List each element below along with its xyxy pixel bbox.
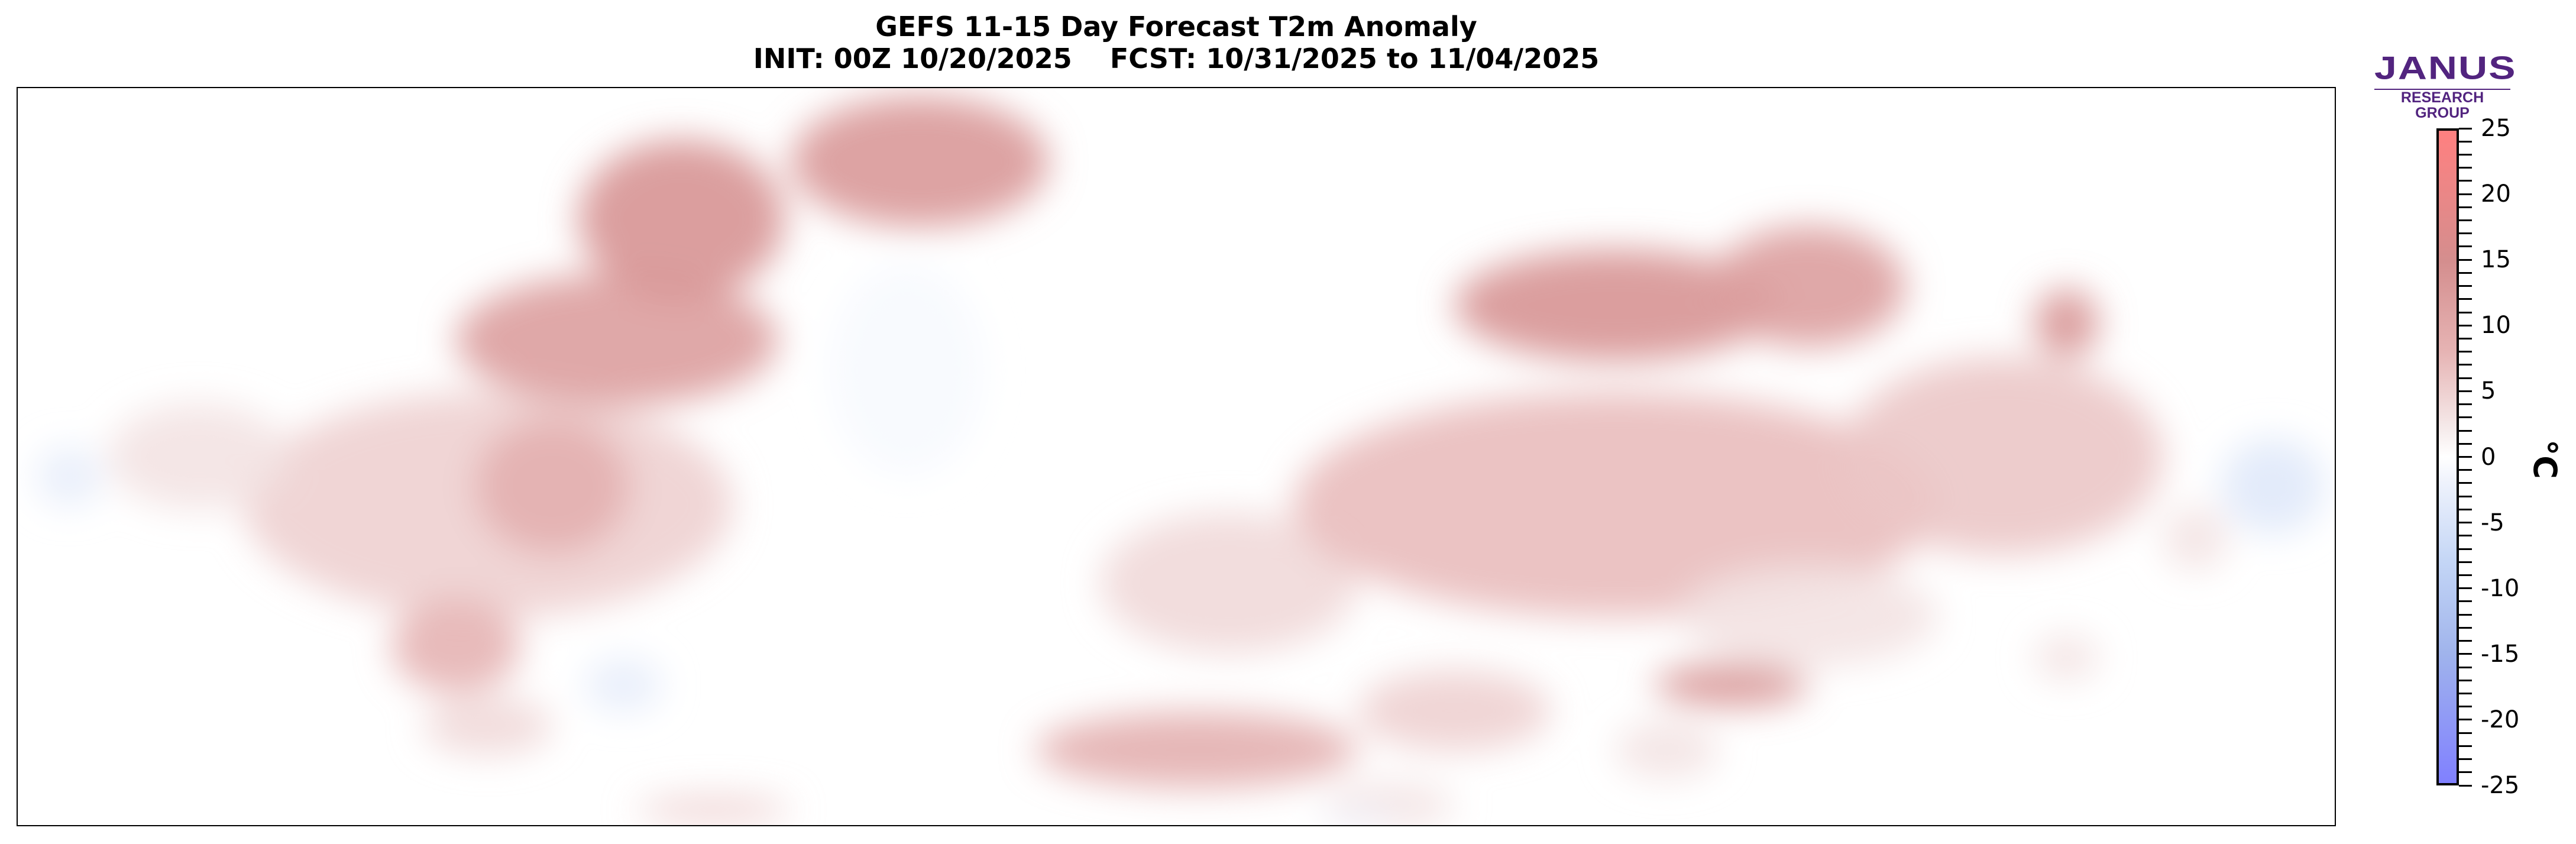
colorbar-tick-label: 25 <box>2481 115 2511 142</box>
colorbar-tick-label: -25 <box>2481 772 2520 799</box>
colorbar-tick <box>2459 219 2472 222</box>
colorbar-tick <box>2459 666 2472 668</box>
colorbar-tick <box>2459 140 2472 143</box>
colorbar-tick <box>2459 482 2472 484</box>
anomaly-region <box>1035 712 1358 788</box>
anomaly-region <box>829 264 985 477</box>
anomaly-region <box>1679 565 1938 667</box>
colorbar-unit-label: °C <box>2526 439 2564 479</box>
colorbar-tick <box>2459 193 2472 195</box>
colorbar-tick <box>2459 626 2472 629</box>
anomaly-region <box>1293 392 1938 618</box>
colorbar-tick <box>2459 613 2472 616</box>
chart-title: GEFS 11-15 Day Forecast T2m Anomaly <box>875 11 1477 43</box>
logo-tagline: RESEARCH GROUP <box>2374 89 2510 121</box>
colorbar-tick <box>2459 561 2472 563</box>
colorbar-tick <box>2459 245 2472 248</box>
colorbar-tick <box>2459 640 2472 642</box>
colorbar-tick <box>2459 153 2472 156</box>
colorbar <box>2436 128 2459 785</box>
colorbar-tick <box>2459 298 2472 300</box>
colorbar-tick <box>2459 442 2472 445</box>
anomaly-region <box>2163 506 2228 571</box>
colorbar-tick <box>2459 758 2472 761</box>
colorbar-ticks <box>2459 127 2477 787</box>
colorbar-tick <box>2459 206 2472 208</box>
colorbar-tick <box>2459 456 2472 458</box>
colorbar-tick-label: -5 <box>2481 509 2504 536</box>
colorbar-tick <box>2459 732 2472 734</box>
anomaly-region <box>475 418 630 554</box>
anomaly-region <box>1454 249 1777 362</box>
janus-logo: JANUS RESEARCH GROUP <box>2374 47 2517 121</box>
colorbar-tick <box>2459 600 2472 603</box>
anomaly-region <box>1712 225 1906 347</box>
colorbar-tick <box>2459 324 2472 326</box>
colorbar-tick <box>2459 416 2472 419</box>
colorbar-tick <box>2459 167 2472 169</box>
anomaly-region <box>1841 357 2163 556</box>
colorbar-tick <box>2459 351 2472 353</box>
anomaly-region <box>37 447 102 506</box>
anomaly-region <box>1358 670 1551 752</box>
colorbar-tick <box>2459 535 2472 537</box>
anomaly-region <box>423 696 553 756</box>
colorbar-tick-label: 0 <box>2481 443 2496 471</box>
anomaly-region <box>455 274 778 406</box>
anomaly-field <box>37 96 2325 825</box>
colorbar-tick-label: -15 <box>2481 640 2520 668</box>
colorbar-tick <box>2459 653 2472 655</box>
colorbar-tick <box>2459 232 2472 235</box>
colorbar-tick <box>2459 522 2472 524</box>
anomaly-region <box>791 96 1049 228</box>
chart-subtitle: INIT: 00Z 10/20/2025 FCST: 10/31/2025 to… <box>753 43 1600 75</box>
colorbar-tick <box>2459 180 2472 182</box>
colorbar-tick <box>2459 364 2472 366</box>
colorbar-tick <box>2459 390 2472 392</box>
colorbar-tick <box>2459 692 2472 694</box>
anomaly-region <box>1319 809 1397 825</box>
colorbar-tick <box>2459 403 2472 406</box>
colorbar-tick-label: 20 <box>2481 180 2511 208</box>
anomaly-region <box>1100 512 1358 654</box>
anomaly-region <box>2034 288 2099 358</box>
colorbar-tick <box>2459 587 2472 590</box>
colorbar-tick <box>2459 574 2472 576</box>
anomaly-region <box>584 658 662 712</box>
colorbar-tick <box>2459 771 2472 774</box>
anomaly-region <box>391 599 520 693</box>
colorbar-tick <box>2459 706 2472 708</box>
anomaly-region <box>1615 721 1719 779</box>
colorbar-tick <box>2459 719 2472 721</box>
anomaly-region <box>2221 438 2325 535</box>
colorbar-tick-label: 5 <box>2481 377 2496 405</box>
colorbar-tick <box>2459 311 2472 313</box>
colorbar-tick <box>2459 745 2472 747</box>
colorbar-tick-label: 10 <box>2481 312 2511 339</box>
colorbar-tick <box>2459 508 2472 510</box>
colorbar-tick <box>2459 429 2472 432</box>
colorbar-tick <box>2459 127 2472 130</box>
colorbar-tick <box>2459 469 2472 471</box>
anomaly-map <box>17 87 2336 826</box>
anomaly-region <box>636 796 791 823</box>
colorbar-tick <box>2459 285 2472 287</box>
anomaly-region <box>108 403 289 510</box>
colorbar-tick <box>2459 271 2472 274</box>
colorbar-tick-label: 15 <box>2481 246 2511 274</box>
colorbar-tick <box>2459 784 2472 787</box>
colorbar-tick <box>2459 679 2472 681</box>
colorbar-tick <box>2459 338 2472 340</box>
colorbar-tick-label: -20 <box>2481 706 2520 733</box>
colorbar-tick <box>2459 548 2472 550</box>
anomaly-region <box>2034 635 2099 681</box>
anomaly-region <box>1654 664 1809 707</box>
logo-name: JANUS <box>2374 50 2517 86</box>
colorbar-tick <box>2459 495 2472 497</box>
colorbar-tick <box>2459 258 2472 261</box>
colorbar-tick <box>2459 377 2472 379</box>
colorbar-tick-label: -10 <box>2481 574 2520 602</box>
anomaly-region <box>578 139 785 299</box>
